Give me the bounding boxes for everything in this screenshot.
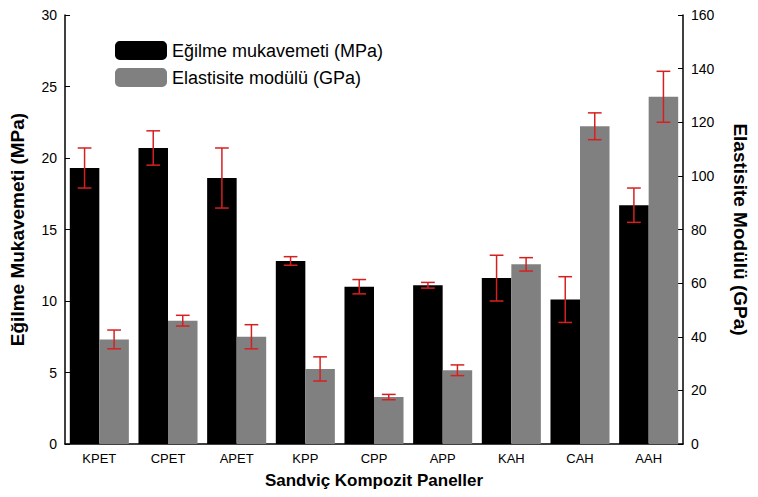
svg-text:80: 80 xyxy=(691,222,707,238)
svg-text:0: 0 xyxy=(691,436,699,452)
svg-text:40: 40 xyxy=(691,329,707,345)
svg-text:KPP: KPP xyxy=(292,451,318,466)
svg-text:CPET: CPET xyxy=(151,451,186,466)
svg-text:Eğilme Mukavemeti (MPa): Eğilme Mukavemeti (MPa) xyxy=(7,113,28,346)
svg-text:25: 25 xyxy=(41,79,57,95)
svg-text:Eğilme mukavemeti (MPa): Eğilme mukavemeti (MPa) xyxy=(172,41,383,61)
svg-text:30: 30 xyxy=(41,7,57,23)
svg-text:20: 20 xyxy=(691,382,707,398)
svg-text:Sandviç Kompozit Paneller: Sandviç Kompozit Paneller xyxy=(265,471,484,490)
svg-text:60: 60 xyxy=(691,275,707,291)
svg-text:CAH: CAH xyxy=(566,451,593,466)
svg-text:0: 0 xyxy=(49,436,57,452)
svg-text:Elastisite Modülü (GPa): Elastisite Modülü (GPa) xyxy=(730,123,751,335)
svg-text:120: 120 xyxy=(691,114,715,130)
svg-text:KAH: KAH xyxy=(498,451,525,466)
svg-text:KPET: KPET xyxy=(82,451,116,466)
svg-text:160: 160 xyxy=(691,7,715,23)
svg-text:APET: APET xyxy=(220,451,254,466)
svg-text:100: 100 xyxy=(691,168,715,184)
svg-text:20: 20 xyxy=(41,150,57,166)
svg-text:CPP: CPP xyxy=(361,451,388,466)
svg-text:10: 10 xyxy=(41,293,57,309)
svg-text:140: 140 xyxy=(691,61,715,77)
svg-text:APP: APP xyxy=(430,451,456,466)
svg-text:15: 15 xyxy=(41,222,57,238)
svg-text:AAH: AAH xyxy=(635,451,662,466)
svg-text:Elastisite modülü (GPa): Elastisite modülü (GPa) xyxy=(172,68,361,88)
svg-text:5: 5 xyxy=(49,365,57,381)
